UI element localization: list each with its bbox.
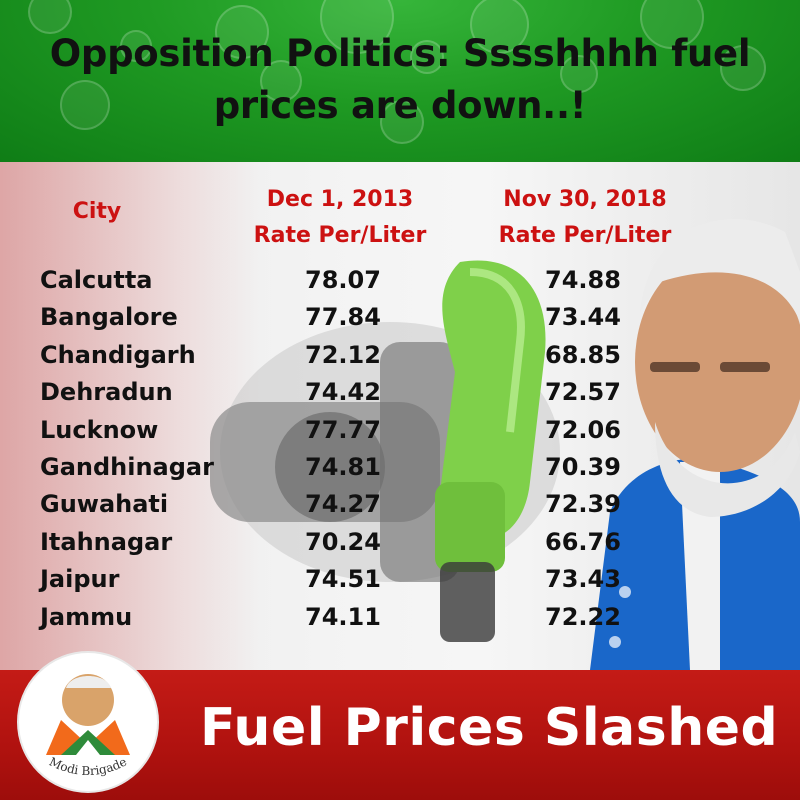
nov-2018-header-unit: Rate Per/Liter bbox=[498, 223, 672, 248]
table-row: Calcutta 78.07 74.88 bbox=[0, 266, 800, 303]
price-2013: 74.27 bbox=[305, 490, 381, 519]
title-banner: Opposition Politics: Sssshhhh fuel price… bbox=[0, 0, 800, 162]
table-row: Jammu 74.11 72.22 bbox=[0, 603, 800, 640]
price-2013: 78.07 bbox=[305, 266, 381, 294]
modi-brigade-logo: Modi Brigade bbox=[17, 651, 159, 793]
price-2018: 72.57 bbox=[545, 378, 621, 407]
price-2013: 77.77 bbox=[305, 415, 381, 444]
dec-2013-column-header: Dec 1, 2013 Rate Per/Liter bbox=[240, 182, 440, 254]
city-name: Jaipur bbox=[40, 565, 120, 594]
footer-headline: Fuel Prices Slashed bbox=[200, 698, 779, 758]
background-market-graphic bbox=[0, 162, 260, 670]
price-table-area: City Dec 1, 2013 Rate Per/Liter Nov 30, … bbox=[0, 162, 800, 670]
nov-2018-header-date: Nov 30, 2018 bbox=[503, 187, 667, 212]
dec-2013-header-date: Dec 1, 2013 bbox=[266, 187, 414, 212]
table-row: Chandigarh 72.12 68.85 bbox=[0, 341, 800, 378]
city-name: Lucknow bbox=[40, 415, 159, 444]
dec-2013-header-unit: Rate Per/Liter bbox=[253, 223, 427, 248]
table-row: Gandhinagar 74.81 70.39 bbox=[0, 453, 800, 490]
price-2013: 74.51 bbox=[305, 565, 381, 594]
price-2018: 72.22 bbox=[545, 602, 621, 631]
title-line-1: Opposition Politics: Sssshhhh fuel bbox=[49, 32, 751, 75]
city-name: Gandhinagar bbox=[40, 453, 214, 481]
price-2013: 77.84 bbox=[305, 303, 381, 332]
price-2013: 70.24 bbox=[305, 527, 381, 556]
price-2013: 72.12 bbox=[305, 340, 381, 369]
price-2013: 74.11 bbox=[305, 602, 381, 631]
city-column-header: City bbox=[72, 199, 122, 224]
table-row: Dehradun 74.42 72.57 bbox=[0, 378, 800, 415]
price-2018: 66.76 bbox=[545, 527, 621, 556]
leader-portrait bbox=[590, 218, 800, 670]
city-name: Dehradun bbox=[40, 378, 173, 407]
price-2018: 70.39 bbox=[545, 453, 621, 481]
price-2018: 72.39 bbox=[545, 490, 621, 519]
city-name: Chandigarh bbox=[40, 340, 196, 369]
price-2013: 74.81 bbox=[305, 453, 381, 481]
table-row: Lucknow 77.77 72.06 bbox=[0, 416, 800, 453]
table-row: Guwahati 74.27 72.39 bbox=[0, 490, 800, 527]
city-name: Calcutta bbox=[40, 266, 153, 294]
table-row: Jaipur 74.51 73.43 bbox=[0, 565, 800, 602]
city-name: Itahnagar bbox=[40, 527, 173, 556]
city-name: Guwahati bbox=[40, 490, 169, 519]
title-line-2: prices are down..! bbox=[213, 84, 587, 127]
price-2018: 72.06 bbox=[545, 415, 621, 444]
nov-2018-column-header: Nov 30, 2018 Rate Per/Liter bbox=[485, 182, 685, 254]
fuel-nozzle-illustration bbox=[210, 260, 560, 642]
price-2018: 73.44 bbox=[545, 303, 621, 332]
city-name: Jammu bbox=[40, 602, 133, 631]
price-2018: 74.88 bbox=[545, 266, 621, 294]
page-title: Opposition Politics: Sssshhhh fuel price… bbox=[0, 28, 800, 132]
price-2013: 74.42 bbox=[305, 378, 381, 407]
table-row: Bangalore 77.84 73.44 bbox=[0, 303, 800, 340]
price-2018: 73.43 bbox=[545, 565, 621, 594]
price-2018: 68.85 bbox=[545, 340, 621, 369]
table-row: Itahnagar 70.24 66.76 bbox=[0, 528, 800, 565]
city-name: Bangalore bbox=[40, 303, 178, 332]
